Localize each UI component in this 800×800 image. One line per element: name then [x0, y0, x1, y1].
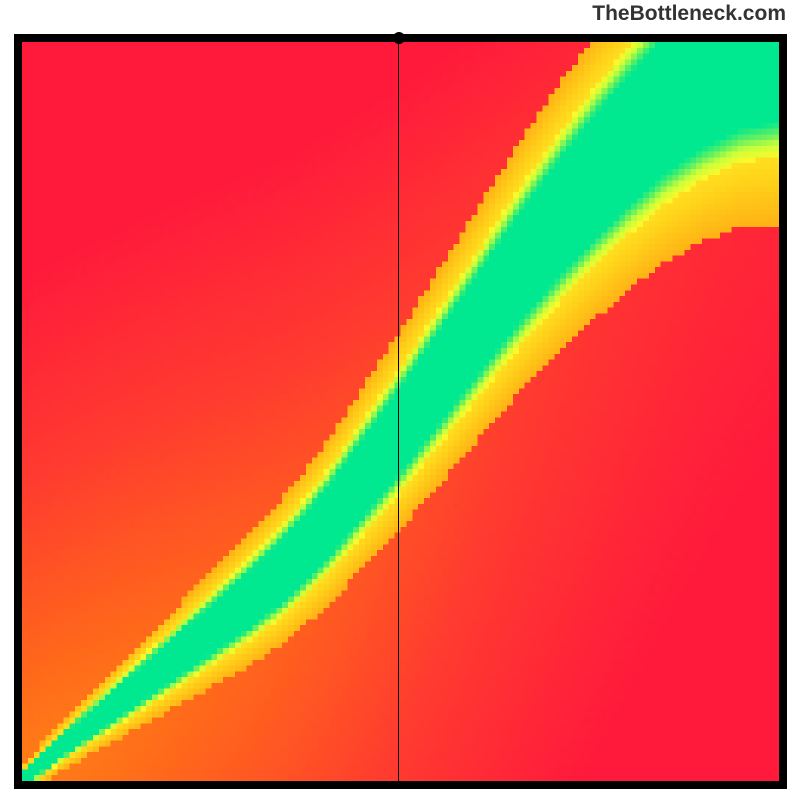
- crosshair-top-marker: [393, 32, 405, 44]
- chart-container: TheBottleneck.com: [0, 0, 800, 800]
- attribution-text: TheBottleneck.com: [592, 2, 786, 26]
- bottleneck-heatmap: [22, 42, 779, 781]
- crosshair-vertical-line: [398, 42, 399, 781]
